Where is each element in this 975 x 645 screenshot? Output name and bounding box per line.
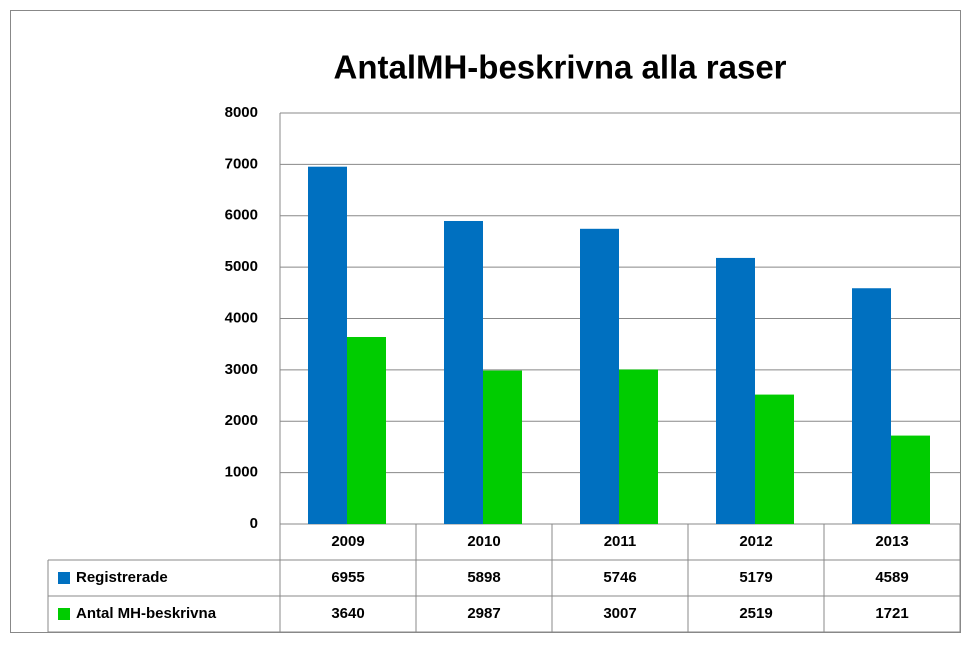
bar: [891, 435, 930, 524]
bar: [308, 166, 347, 524]
y-tick-label: 3000: [225, 361, 258, 378]
table-value: 4589: [875, 569, 908, 586]
table-value: 3007: [603, 605, 636, 622]
y-tick-label: 8000: [225, 104, 258, 121]
bar: [716, 257, 755, 524]
x-tick-label: 2009: [331, 533, 364, 550]
table-value: 6955: [331, 569, 364, 586]
bar: [347, 336, 386, 524]
table-value: 2987: [467, 605, 500, 622]
legend-swatch: [58, 608, 70, 620]
bar: [852, 288, 891, 524]
y-tick-label: 0: [250, 515, 258, 532]
bar: [483, 370, 522, 524]
table-value: 5179: [739, 569, 772, 586]
table-value: 5746: [603, 569, 636, 586]
table-value: 5898: [467, 569, 500, 586]
y-tick-label: 1000: [225, 464, 258, 481]
bar: [619, 369, 658, 524]
y-tick-label: 7000: [225, 155, 258, 172]
legend-label: Registrerade: [76, 569, 168, 586]
x-tick-label: 2013: [875, 533, 908, 550]
bar: [580, 228, 619, 524]
chart-title: AntalMH-beskrivna alla raser: [333, 49, 786, 86]
y-tick-label: 4000: [225, 309, 258, 326]
y-tick-label: 5000: [225, 258, 258, 275]
x-tick-label: 2012: [739, 533, 772, 550]
x-tick-label: 2010: [467, 533, 500, 550]
table-value: 3640: [331, 605, 364, 622]
legend-label: Antal MH-beskrivna: [76, 605, 217, 622]
legend-swatch: [58, 572, 70, 584]
bar: [755, 394, 794, 524]
bar: [444, 220, 483, 525]
table-value: 2519: [739, 605, 772, 622]
x-tick-label: 2011: [604, 533, 637, 550]
chart-border: [10, 10, 961, 633]
y-tick-label: 6000: [225, 207, 258, 224]
table-value: 1721: [875, 605, 908, 622]
y-tick-label: 2000: [225, 412, 258, 429]
